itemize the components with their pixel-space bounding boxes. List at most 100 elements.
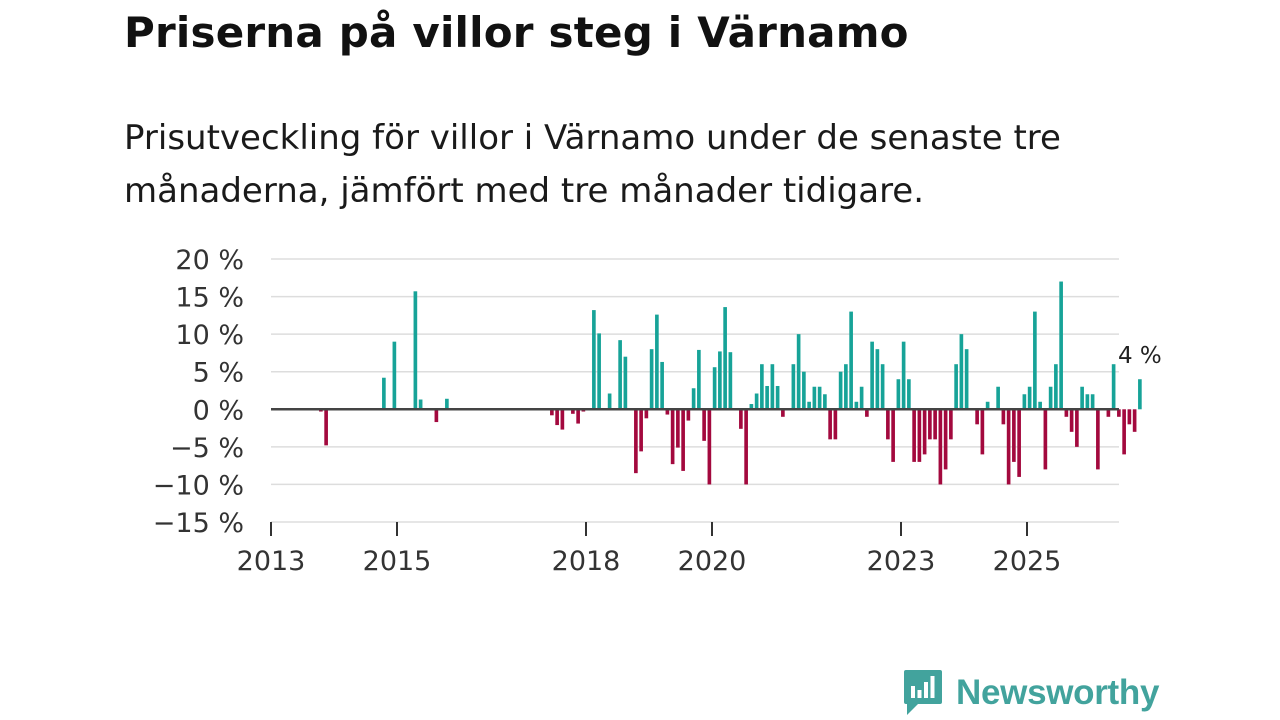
bar bbox=[1085, 394, 1090, 410]
y-tick-label: 0 % bbox=[193, 395, 244, 426]
bar bbox=[1069, 409, 1074, 432]
bar bbox=[812, 386, 817, 410]
bar bbox=[996, 386, 1000, 410]
brand-logo: Newsworthy bbox=[902, 668, 1159, 718]
bar bbox=[434, 409, 439, 423]
x-tick-label: 2015 bbox=[363, 546, 432, 577]
bar bbox=[865, 409, 869, 417]
bar bbox=[833, 409, 838, 440]
bar bbox=[1027, 386, 1032, 410]
bar bbox=[896, 379, 901, 410]
bar bbox=[728, 352, 733, 410]
bar bbox=[1106, 409, 1111, 417]
bar bbox=[912, 409, 916, 462]
bar bbox=[854, 401, 859, 410]
bar bbox=[445, 398, 449, 410]
y-tick-label: 15 % bbox=[175, 283, 244, 314]
bar bbox=[922, 409, 927, 455]
bar bbox=[413, 291, 418, 410]
bar bbox=[560, 409, 565, 430]
bar bbox=[775, 385, 780, 410]
bar bbox=[324, 409, 328, 446]
bar bbox=[859, 386, 864, 410]
bar bbox=[723, 307, 727, 410]
bar bbox=[823, 394, 827, 410]
bar bbox=[707, 409, 712, 485]
bar bbox=[1059, 281, 1063, 410]
bar bbox=[676, 409, 680, 448]
bar bbox=[1122, 409, 1126, 455]
bar bbox=[1138, 379, 1142, 410]
bar bbox=[849, 311, 853, 410]
bar bbox=[760, 364, 764, 410]
bar bbox=[670, 409, 675, 465]
bar bbox=[665, 409, 670, 415]
bar bbox=[744, 409, 748, 485]
bar bbox=[886, 409, 890, 440]
bar bbox=[639, 409, 643, 452]
bar bbox=[686, 409, 691, 421]
bar bbox=[618, 340, 622, 410]
x-tick-label: 2025 bbox=[993, 546, 1062, 577]
bar bbox=[943, 409, 948, 470]
bar bbox=[418, 399, 423, 410]
bar bbox=[770, 364, 775, 410]
bar bbox=[1022, 394, 1027, 410]
bar bbox=[917, 409, 922, 462]
bar bbox=[592, 310, 596, 410]
bar bbox=[1090, 394, 1095, 410]
x-tick-label: 2023 bbox=[867, 546, 936, 577]
bar bbox=[807, 401, 811, 410]
bar bbox=[1111, 364, 1116, 410]
bar bbox=[681, 409, 685, 471]
bar bbox=[875, 349, 880, 410]
bar bbox=[933, 409, 937, 440]
bar bbox=[1048, 386, 1053, 410]
page-subtitle: Prisutveckling för villor i Värnamo unde… bbox=[124, 118, 1061, 211]
bar bbox=[901, 341, 906, 410]
x-tick-label: 2020 bbox=[678, 546, 747, 577]
y-tick-label: −5 % bbox=[170, 433, 244, 464]
y-tick-label: 10 % bbox=[175, 320, 244, 351]
bar bbox=[938, 409, 943, 485]
page-title: Priserna på villor steg i Värnamo bbox=[124, 8, 909, 57]
bar bbox=[1012, 409, 1016, 462]
bar bbox=[1001, 409, 1006, 425]
bar bbox=[644, 409, 649, 419]
bar bbox=[954, 364, 958, 410]
bar bbox=[928, 409, 932, 440]
bar bbox=[975, 409, 979, 425]
bar bbox=[907, 379, 911, 410]
bar bbox=[1117, 409, 1121, 417]
bar bbox=[718, 351, 722, 410]
bar bbox=[392, 341, 397, 410]
x-tick-label: 2018 bbox=[552, 546, 621, 577]
bar bbox=[880, 364, 885, 410]
bar bbox=[712, 367, 717, 410]
bar bbox=[576, 409, 580, 424]
newsworthy-logo-icon bbox=[904, 670, 942, 715]
x-tick-label: 2013 bbox=[237, 546, 306, 577]
bar bbox=[959, 334, 964, 410]
bar bbox=[1132, 409, 1137, 432]
bar bbox=[828, 409, 832, 440]
bar bbox=[597, 333, 601, 410]
bar bbox=[754, 393, 759, 410]
bar bbox=[1006, 409, 1011, 485]
bar bbox=[844, 364, 848, 410]
bar bbox=[1038, 401, 1042, 410]
bar bbox=[691, 388, 696, 410]
bar bbox=[1054, 364, 1058, 410]
bar bbox=[702, 409, 706, 441]
bar bbox=[791, 364, 796, 410]
bar bbox=[781, 409, 785, 417]
bar bbox=[634, 409, 638, 474]
bar bbox=[870, 341, 874, 410]
bar bbox=[607, 393, 612, 410]
bar bbox=[949, 409, 953, 440]
bar bbox=[655, 314, 659, 410]
bar bbox=[964, 349, 969, 410]
bar bbox=[1064, 409, 1069, 417]
bar bbox=[1096, 409, 1100, 470]
